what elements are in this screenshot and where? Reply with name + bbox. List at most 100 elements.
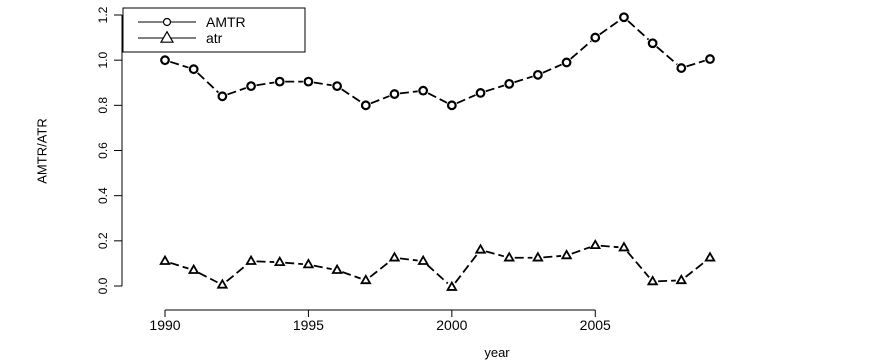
legend-box: [122, 7, 306, 53]
data-point-circle: [360, 100, 371, 111]
data-point-circle: [418, 85, 429, 96]
data-point-circle: [274, 76, 285, 87]
series-segment: [600, 244, 619, 249]
data-point-triangle: [503, 251, 516, 262]
data-point-circle: [647, 38, 658, 49]
y-tick-label: 1.0: [96, 52, 110, 69]
y-tick-label: 1.2: [96, 6, 110, 23]
data-point-circle: [246, 81, 256, 92]
y-tick-label: 0.6: [96, 142, 110, 159]
y-tick-label: 0.8: [96, 97, 110, 114]
series-segment: [485, 250, 505, 258]
y-tick-label: 0.2: [96, 232, 110, 249]
data-point-triangle: [417, 254, 429, 265]
series-segment: [169, 60, 189, 69]
series-segment: [256, 260, 275, 263]
series-segment: [626, 251, 650, 278]
series-segment: [454, 253, 478, 284]
data-point-triangle: [560, 249, 573, 260]
data-point-circle: [676, 63, 687, 73]
y-tick-label: 0.4: [96, 187, 110, 204]
series-segment: [570, 40, 592, 60]
series-segment: [427, 92, 448, 104]
series-segment: [341, 88, 362, 104]
x-tick-label: 1995: [293, 317, 324, 333]
series-segment: [285, 261, 304, 266]
data-point-triangle: [187, 263, 200, 274]
data-point-triangle: [704, 251, 716, 262]
series-segment: [426, 264, 449, 285]
x-tick-label: 2005: [580, 317, 611, 333]
series-segment: [571, 246, 591, 255]
data-point-triangle: [273, 255, 286, 266]
data-point-circle: [619, 12, 629, 23]
series-segment: [514, 75, 533, 84]
series-amtr: [160, 12, 715, 111]
data-point-circle: [475, 88, 486, 98]
data-point-triangle: [302, 258, 315, 269]
series-segment: [198, 271, 218, 284]
data-point-triangle: [359, 273, 372, 285]
data-point-triangle: [589, 238, 602, 250]
data-point-circle: [446, 100, 457, 111]
data-point-circle: [188, 64, 199, 75]
data-point-circle: [590, 32, 601, 43]
series-segment: [226, 263, 248, 283]
data-point-triangle: [474, 243, 487, 254]
data-point-triangle: [245, 254, 257, 265]
data-point-triangle: [646, 275, 659, 286]
x-tick-label: 2000: [436, 317, 467, 333]
data-point-circle: [332, 81, 343, 92]
y-tick-label: 0.0: [96, 277, 110, 294]
series-layer: [159, 12, 716, 291]
series-segment: [313, 264, 332, 271]
legend-label: AMTR: [206, 14, 246, 30]
y-axis-title: AMTR/ATR: [35, 118, 50, 183]
data-point-triangle: [532, 251, 544, 262]
legend-circle-icon: [162, 17, 172, 27]
data-point-circle: [217, 91, 228, 102]
series-segment: [599, 19, 620, 36]
series-segment: [686, 59, 706, 68]
series-segment: [369, 260, 391, 278]
data-point-triangle: [388, 251, 401, 262]
series-segment: [485, 84, 505, 93]
series-segment: [197, 72, 219, 94]
x-tick-label: 1990: [149, 317, 180, 333]
series-segment: [456, 94, 476, 104]
series-segment: [542, 63, 562, 74]
series-segment: [169, 261, 189, 270]
series-segment: [627, 20, 650, 41]
series-segment: [256, 81, 275, 87]
series-segment: [543, 255, 562, 259]
data-point-triangle: [331, 263, 343, 274]
data-point-circle: [705, 54, 715, 64]
series-segment: [658, 279, 676, 283]
data-point-circle: [532, 69, 543, 80]
series-atr: [159, 238, 716, 291]
x-axis-title: year: [484, 345, 510, 360]
legend-label: atr: [206, 30, 223, 46]
series-segment: [313, 81, 332, 87]
axes: 0.0 0.2 0.4 0.6 0.8 1.0 1.2 1990 1995 2000 2005: [96, 6, 611, 333]
data-point-circle: [561, 57, 572, 68]
series-segment: [656, 46, 678, 66]
series-segment: [399, 90, 418, 95]
series-segment: [399, 257, 418, 262]
data-point-circle: [504, 78, 515, 89]
legend-triangle-icon: [159, 30, 175, 43]
data-point-triangle: [446, 280, 458, 291]
data-point-circle: [303, 76, 314, 87]
series-segment: [685, 260, 707, 278]
data-point-circle: [389, 89, 400, 99]
series-segment: [370, 95, 390, 105]
data-point-circle: [160, 55, 170, 66]
series-segment: [341, 271, 361, 280]
series-segment: [227, 87, 247, 96]
data-point-triangle: [216, 278, 229, 289]
data-point-triangle: [618, 241, 630, 252]
data-point-triangle: [159, 254, 171, 265]
data-point-triangle: [675, 273, 688, 285]
